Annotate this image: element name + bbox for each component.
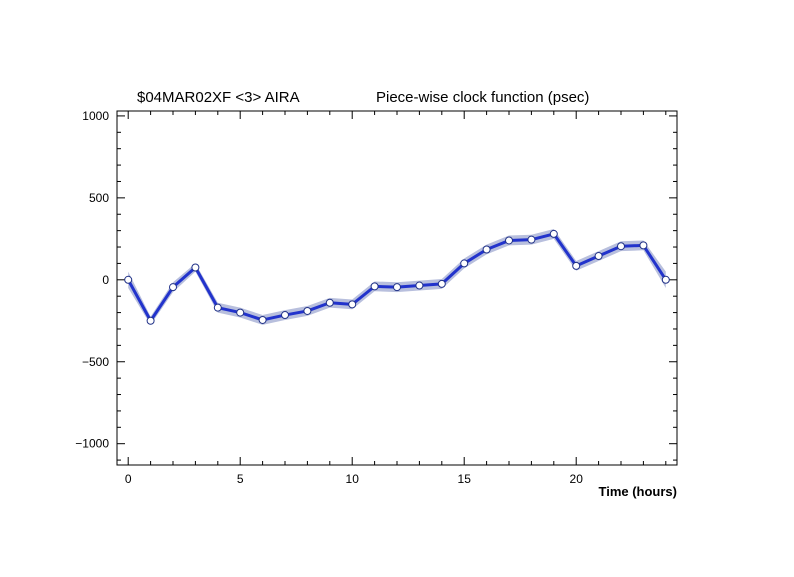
chart-title-left: $04MAR02XF <3> AIRA bbox=[137, 89, 300, 106]
clock-function-line bbox=[126, 232, 668, 323]
axis-ticks bbox=[117, 111, 677, 465]
data-point bbox=[437, 279, 446, 288]
x-axis-label: Time (hours) bbox=[599, 484, 678, 499]
data-point bbox=[213, 303, 222, 312]
data-point bbox=[661, 275, 670, 284]
data-point bbox=[281, 311, 289, 320]
data-point bbox=[639, 241, 648, 250]
data-point bbox=[572, 261, 581, 270]
x-tick-label: 0 bbox=[125, 472, 132, 486]
data-point bbox=[258, 315, 267, 324]
tick-labels: 0 5 10 15 20 1000 500 0 −500 −1000 bbox=[75, 109, 583, 486]
chart-title-right: Piece-wise clock function (psec) bbox=[376, 89, 589, 106]
data-point bbox=[505, 236, 513, 245]
data-point bbox=[527, 235, 536, 244]
data-point bbox=[146, 316, 155, 325]
data-point bbox=[236, 308, 245, 317]
uncertainty-band bbox=[128, 229, 666, 325]
data-markers bbox=[124, 229, 670, 325]
data-point bbox=[415, 281, 424, 290]
y-tick-label: 0 bbox=[102, 273, 109, 287]
data-point bbox=[549, 229, 558, 238]
data-point bbox=[594, 252, 603, 261]
y-tick-label: 500 bbox=[89, 191, 109, 205]
x-tick-label: 5 bbox=[237, 472, 244, 486]
data-point bbox=[617, 242, 625, 251]
data-point bbox=[124, 275, 133, 284]
data-point bbox=[393, 283, 401, 292]
data-point bbox=[482, 245, 491, 254]
x-tick-label: 10 bbox=[346, 472, 360, 486]
y-tick-label: 1000 bbox=[82, 109, 109, 123]
data-point bbox=[370, 282, 379, 291]
data-point bbox=[303, 306, 312, 315]
x-tick-label: 20 bbox=[570, 472, 584, 486]
y-tick-label: −500 bbox=[82, 355, 109, 369]
data-point bbox=[460, 259, 469, 268]
y-tick-label: −1000 bbox=[75, 437, 109, 451]
data-point bbox=[325, 298, 334, 307]
data-point bbox=[348, 300, 357, 309]
x-tick-label: 15 bbox=[458, 472, 472, 486]
uncertainty-band-area bbox=[128, 229, 666, 325]
data-point bbox=[191, 263, 200, 272]
data-point bbox=[169, 283, 177, 292]
series-line bbox=[126, 232, 668, 323]
